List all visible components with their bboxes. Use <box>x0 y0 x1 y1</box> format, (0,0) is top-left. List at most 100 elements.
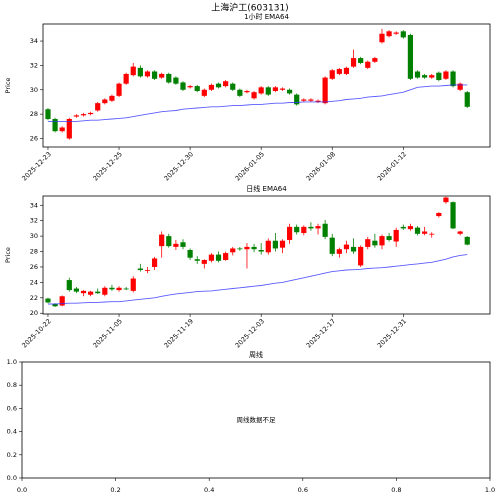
candle-body <box>279 240 286 248</box>
candle-body <box>223 253 229 261</box>
candle-body <box>436 212 442 217</box>
y-tick-label: 0.6 <box>7 404 17 412</box>
y-tick-label: 32 <box>30 61 38 69</box>
candle-body <box>215 83 222 88</box>
candle-body <box>66 118 72 139</box>
x-tick-label: 2025-12-25 <box>91 150 123 182</box>
candle-body <box>80 290 87 294</box>
y-axis-label: Price <box>4 247 12 263</box>
candle-body <box>279 88 286 90</box>
candle-body <box>180 82 186 90</box>
candle-body <box>400 226 406 229</box>
candle-body <box>123 73 129 84</box>
candle-body <box>450 202 456 229</box>
candle-body <box>88 291 94 295</box>
x-tick-label: 0.8 <box>391 486 401 494</box>
ema-line <box>48 254 468 305</box>
x-tick-label: 2026-01-08 <box>305 150 337 182</box>
candle-body <box>80 114 87 116</box>
candle-body <box>286 226 293 240</box>
candle-body <box>379 33 385 43</box>
candle-body <box>88 112 94 115</box>
candle-body <box>109 287 115 290</box>
x-tick-label: 2026-01-05 <box>234 150 266 182</box>
axes-title: 周线 <box>249 350 263 359</box>
candle-body <box>429 75 435 78</box>
x-tick-label: 2025-12-23 <box>20 150 52 182</box>
candle-body <box>109 95 115 101</box>
y-tick-label: 34 <box>30 201 38 209</box>
candle-body <box>350 58 357 67</box>
candle-body <box>301 99 307 101</box>
candle-body <box>59 127 65 132</box>
axes-frame <box>42 23 491 148</box>
y-tick-label: 34 <box>30 37 38 45</box>
candle-body <box>52 303 58 307</box>
candle-body <box>358 246 364 266</box>
candle-body <box>372 58 378 62</box>
candle-body <box>301 226 307 234</box>
y-tick-label: 0.0 <box>7 474 17 482</box>
candle-body <box>208 254 215 261</box>
candle-body <box>272 87 278 91</box>
candle-body <box>187 86 193 88</box>
candle-body <box>194 86 200 91</box>
annotation: 周线数据不足 <box>237 415 277 424</box>
x-tick-label: 2025-10-22 <box>20 317 52 349</box>
candle-body <box>130 66 136 76</box>
y-tick-label: 26 <box>30 134 38 142</box>
candle-body <box>116 83 122 96</box>
candle-body <box>294 94 300 105</box>
candle-body <box>407 226 414 230</box>
candle-body <box>350 246 357 252</box>
candle-body <box>66 280 72 291</box>
candle-body <box>173 77 179 84</box>
candle-body <box>422 75 428 78</box>
candle-body <box>343 244 350 250</box>
candle-body <box>407 34 414 79</box>
candle-body <box>336 249 342 254</box>
candle-body <box>151 258 158 267</box>
y-tick-label: 22 <box>30 294 38 302</box>
x-tick-label: 0.6 <box>298 486 308 494</box>
y-tick-label: 24 <box>30 278 38 286</box>
candle-body <box>73 288 80 292</box>
candle-body <box>308 99 314 101</box>
candle-body <box>201 260 207 264</box>
candle-body <box>244 246 250 250</box>
candle-body <box>393 32 399 34</box>
candle-body <box>194 259 200 261</box>
candle-body <box>137 67 143 77</box>
candle-body <box>329 70 335 79</box>
candle-body <box>59 296 65 306</box>
candle-body <box>215 254 222 261</box>
y-tick-label: 0.8 <box>7 381 17 389</box>
candle-body <box>223 81 229 87</box>
axes-title: 1小时 EMA64 <box>244 12 289 21</box>
candle-body <box>358 58 364 63</box>
candle-body <box>144 71 151 77</box>
candle-body <box>294 226 300 233</box>
y-tick-label: 20 <box>30 309 38 317</box>
candle-body <box>45 109 51 119</box>
axes-frame <box>21 361 491 479</box>
candle-body <box>166 73 172 83</box>
x-tick-label: 2025-12-17 <box>305 317 337 349</box>
candle-body <box>386 236 392 240</box>
candle-body <box>422 231 428 234</box>
candle-body <box>457 231 463 234</box>
candle-body <box>258 87 264 94</box>
y-tick-label: 32 <box>30 217 38 225</box>
candle-body <box>457 83 463 90</box>
candle-body <box>187 249 193 258</box>
candle-body <box>137 268 143 271</box>
candle-body <box>372 240 378 246</box>
candle-body <box>102 99 108 104</box>
candle-body <box>365 61 371 68</box>
candle-body <box>464 236 470 245</box>
x-tick-label: 1.0 <box>485 486 495 494</box>
candle-body <box>450 71 456 87</box>
x-tick-label: 0.4 <box>204 486 214 494</box>
y-tick-label: 0.2 <box>7 451 17 459</box>
